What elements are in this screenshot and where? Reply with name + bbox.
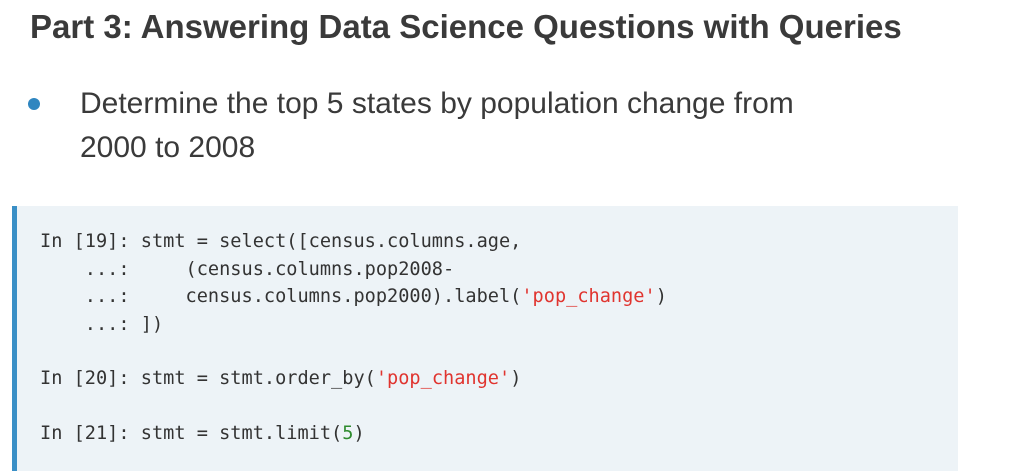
code-token: )	[510, 368, 522, 389]
code-line: ...: (census.columns.pop2008-	[40, 256, 958, 284]
code-token: 5	[342, 422, 354, 444]
code-line: ...: ])	[40, 311, 958, 339]
code-token: 'pop_change'	[521, 286, 656, 307]
code-token: ...: (census.columns.pop2008-	[40, 258, 455, 280]
code-token: In [20]: stmt = stmt.order_by(	[40, 368, 376, 389]
code-cell: In [21]: stmt = stmt.limit(5)	[40, 420, 958, 448]
code-line: In [19]: stmt = select([census.columns.a…	[40, 228, 958, 256]
code-line: In [20]: stmt = stmt.order_by('pop_chang…	[40, 365, 958, 393]
bullet-item: Determine the top 5 states by population…	[24, 82, 844, 170]
slide-title: Part 3: Answering Data Science Questions…	[30, 8, 902, 45]
code-token: ...: ])	[40, 313, 164, 335]
code-token: In [19]: stmt = select([census.columns.a…	[40, 231, 522, 252]
code-token: 'pop_change'	[375, 368, 511, 389]
code-cell: In [19]: stmt = select([census.columns.a…	[40, 228, 958, 338]
code-line: In [21]: stmt = stmt.limit(5)	[40, 420, 958, 448]
code-token: ...: census.columns.pop2000).label(	[40, 286, 522, 307]
code-line: ...: census.columns.pop2000).label('pop_…	[40, 283, 958, 311]
bullet-list: Determine the top 5 states by population…	[24, 82, 844, 170]
code-token: )	[353, 422, 365, 444]
code-cell: In [20]: stmt = stmt.order_by('pop_chang…	[40, 365, 958, 393]
code-token: )	[655, 286, 667, 307]
code-token: In [21]: stmt = stmt.limit(	[40, 422, 343, 444]
code-block: In [19]: stmt = select([census.columns.a…	[12, 206, 958, 471]
